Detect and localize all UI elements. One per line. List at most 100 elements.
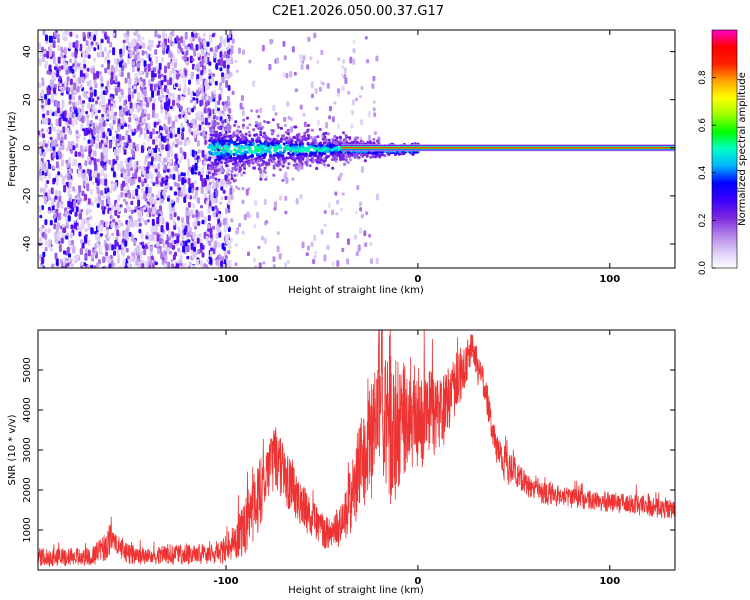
spectrogram-cell [84,160,88,166]
spectrogram-cell [169,250,173,255]
spectrogram-cell [383,154,387,158]
spectrogram-cell [151,233,155,241]
spectrogram-cell [317,157,321,161]
spectrogram-cell [334,146,338,149]
spectrogram-cell [101,178,105,186]
spectrogram-cell [119,161,123,168]
spectrogram-cell [222,144,226,148]
spectrogram-cell [268,63,272,71]
spectrogram-cell [85,74,89,78]
spectrogram-cell [169,77,173,85]
spectrogram-cell [120,168,124,173]
spectrogram-cell [342,59,346,64]
spectrogram-cell [265,163,268,167]
spectrogram-cell [85,208,89,216]
spectrogram-cell [332,148,336,152]
spectrogram-cell [153,98,157,103]
spectrogram-cell [161,41,165,49]
spectrogram-cell [67,189,71,196]
spectrogram-cell [203,69,207,74]
spectrogram-cell [188,261,192,266]
spectrogram-cell [198,233,202,237]
spectrogram-cell [263,166,267,170]
spectrogram-cell [264,177,268,181]
spectrogram-cell [107,68,111,75]
spectrogram-cell [56,69,60,78]
spectrogram-cell [63,65,67,71]
spectrogram-cell [353,155,357,159]
spectrogram-cell [247,130,251,134]
snr-y-tick-label: 2000 [22,477,33,502]
spectrogram-cell [145,186,149,194]
spectrogram-cell [165,48,169,54]
spectrogram-cell [201,121,205,125]
spectrogram-cell [167,116,171,125]
spectrogram-cell [105,220,109,227]
spectrogram-cell [179,250,183,254]
spectrogram-cell [353,138,357,142]
spectrogram-cell [98,251,102,255]
spectrogram-cell [71,52,75,57]
spectrogram-cell [41,80,45,87]
spectrogram-cell [186,170,190,177]
spectrogram-cell [96,96,100,100]
spectrogram-cell [219,201,223,205]
spectrogram-cell [123,100,127,106]
spectrogram-cell [313,32,317,39]
spectrogram-cell [125,35,129,44]
spectrogram-cell [263,199,267,205]
spectrogram-cell [279,195,282,201]
spectrogram-cell [211,206,215,212]
spectrogram-cell [44,240,48,246]
spectrogram-cell [224,174,228,181]
spectrogram-cell [55,118,59,127]
spectrogram-cell [216,165,220,169]
spectrogram-cell [133,105,137,109]
spectrogram-cell [278,168,282,172]
spectrogram-cell [137,199,141,207]
spectrogram-cell [189,99,193,104]
spectrogram-cell [49,110,53,114]
spectrogram-cell [86,264,90,268]
spectrogram-cell [142,103,146,107]
spectrogram-cell [287,132,290,136]
spectrogram-cell [239,159,243,163]
spectrogram-cell [58,65,62,72]
spectrogram-cell [300,64,304,70]
spectrogram-cell [314,88,318,95]
spectrogram-cell [285,177,289,184]
spectrogram-cell [87,223,91,231]
spectrogram-cell [70,85,74,90]
spectrogram-cell [222,154,226,158]
spectrogram-cell [187,139,191,145]
spectrogram-cell [261,153,265,157]
spectrogram-cell [93,158,97,166]
spectrogram-cell [117,81,121,88]
snr-x-tick-label: 0 [414,576,421,587]
spectrogram-cell [256,211,260,219]
spectrogram-cell [72,186,76,192]
spectrogram-cell [131,66,135,73]
spectrogram-cell [217,151,221,155]
spectrogram-cell [176,263,179,268]
spectrogram-cell [244,136,248,140]
spectrogram-cell [273,161,277,165]
spectrogram-cell [166,222,169,231]
spectrogram-cell [60,106,64,112]
spectrogram-cell [169,174,173,179]
spectrogram-cell [118,147,122,154]
spectrogram-cell [203,108,207,114]
spectrogram-cell [213,114,217,118]
spectrogram-cell [372,107,376,112]
spectrogram-cell [173,70,177,79]
spectrogram-cell [142,78,146,87]
spectrogram-cell [218,145,221,149]
spectrogram-cell [138,228,142,234]
spectrogram-cell [156,121,160,126]
spectrogram-cell [272,173,276,177]
spectrogram-cell [58,119,62,127]
spectrogram-cell [304,136,308,140]
spectrogram-cell [102,98,106,105]
spectrogram-cell [52,145,56,152]
spectrogram-cell [175,138,179,143]
